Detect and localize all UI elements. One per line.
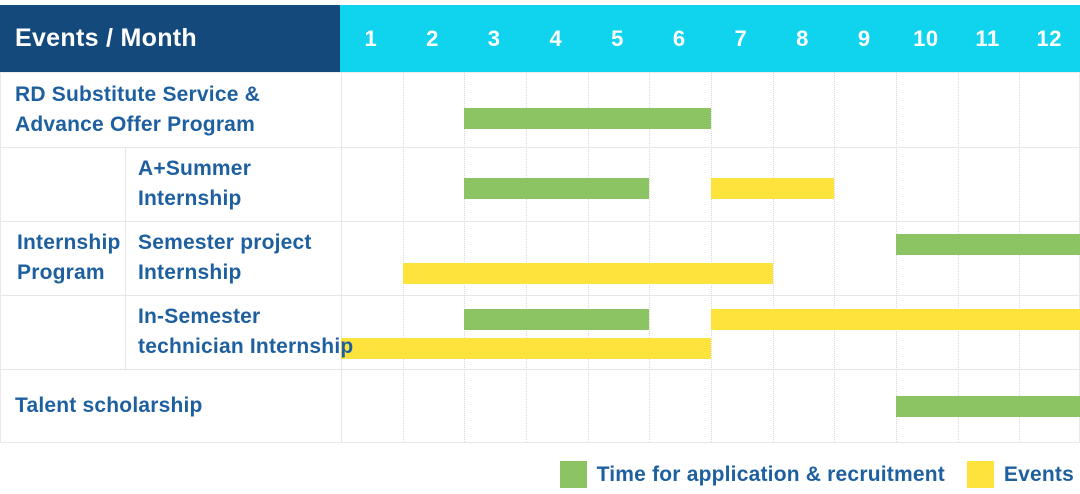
row-separator-2 <box>1 221 1079 222</box>
row-group-label-internship-program: Internship Program <box>1 147 125 369</box>
month-gridline-6 <box>711 73 712 442</box>
row-label-talent-scholarship: Talent scholarship <box>1 369 341 443</box>
label-chart-divider <box>341 73 342 442</box>
row-label-line: Semester project <box>138 231 312 254</box>
month-gridline-4 <box>587 73 589 442</box>
row-separator-4 <box>1 369 1079 370</box>
row-label-line: RD Substitute Service & <box>15 83 260 106</box>
row-label-a-plus-summer: A+Summer Internship <box>125 147 341 221</box>
group-sublabel-divider <box>125 147 126 369</box>
month-gridline-2 <box>464 73 466 442</box>
month-gridline-1 <box>402 73 404 442</box>
row-label-line: Internship <box>138 261 242 284</box>
row-label-line: Advance Offer Program <box>15 113 255 136</box>
month-label-3: 3 <box>487 25 501 51</box>
month-gridline-8 <box>834 73 836 442</box>
a-plus-summer-bar-green-0 <box>464 178 650 199</box>
row-label-line: In-Semester <box>138 305 261 328</box>
rd-substitute-bar-green-0 <box>464 108 711 129</box>
row-label-semester-project: Semester project Internship <box>125 221 341 295</box>
row-label-line: Internship <box>138 187 242 210</box>
legend-swatch-yellow <box>966 461 994 488</box>
chart-area <box>341 73 1080 442</box>
month-header: 1 2 3 4 5 6 7 8 9 10 11 12 <box>340 5 1080 72</box>
table-body: Internship Program RD Substitute Service &… <box>0 72 1080 443</box>
row-label-line: A+Summer <box>138 157 252 180</box>
a-plus-summer-bar-yellow-1 <box>711 178 835 199</box>
row-label-rd-substitute: RD Substitute Service & Advance Offer Pro… <box>1 73 341 147</box>
month-gridline-3 <box>526 73 527 442</box>
month-label-1: 1 <box>364 25 378 51</box>
month-label-11: 11 <box>975 25 1000 51</box>
month-label-10: 10 <box>913 25 939 51</box>
month-gridline-7 <box>772 73 774 442</box>
month-gridline-10 <box>957 73 959 442</box>
in-semester-technician-bar-green-0 <box>464 309 650 330</box>
row-label-line: Talent scholarship <box>15 394 203 417</box>
month-gridline-5 <box>649 73 651 442</box>
month-label-12: 12 <box>1036 25 1062 51</box>
row-label-line: Internship <box>17 231 121 254</box>
row-label-line: technician Internship <box>138 335 354 358</box>
month-gridline-11 <box>1019 73 1021 442</box>
legend: Time for application & recruitment Events <box>559 461 1074 488</box>
row-label-line: Program <box>17 261 105 284</box>
legend-label-green: Time for application & recruitment <box>596 462 945 486</box>
legend-label-yellow: Events <box>1003 462 1074 486</box>
row-label-in-semester-technician: In-Semester technician Internship <box>125 295 354 369</box>
month-label-5: 5 <box>611 25 624 51</box>
month-label-9: 9 <box>857 25 871 51</box>
row-separator-1 <box>1 147 1079 148</box>
in-semester-technician-bar-yellow-2 <box>341 338 711 359</box>
month-label-6: 6 <box>672 25 686 51</box>
month-label-4: 4 <box>549 25 563 51</box>
semester-project-bar-yellow-1 <box>402 263 773 284</box>
in-semester-technician-bar-yellow-1 <box>711 309 1080 330</box>
month-label-2: 2 <box>426 25 439 51</box>
month-label-7: 7 <box>734 25 748 51</box>
talent-scholarship-bar-green-0 <box>896 396 1080 417</box>
month-label-8: 8 <box>796 25 809 51</box>
table-header-row: Events / Month 1 2 3 4 5 6 7 8 9 10 11 12 <box>0 5 1080 72</box>
month-gridline-9 <box>896 73 897 442</box>
header-events-month: Events / Month <box>0 5 340 72</box>
legend-swatch-green <box>559 461 587 488</box>
semester-project-bar-green-0 <box>896 234 1080 255</box>
legend-item-yellow: Events <box>966 461 1074 488</box>
row-separator-3 <box>1 295 1079 296</box>
legend-item-green: Time for application & recruitment <box>559 461 945 488</box>
schedule-table: Events / Month 1 2 3 4 5 6 7 8 9 10 11 12 Internshi… <box>0 5 1080 443</box>
